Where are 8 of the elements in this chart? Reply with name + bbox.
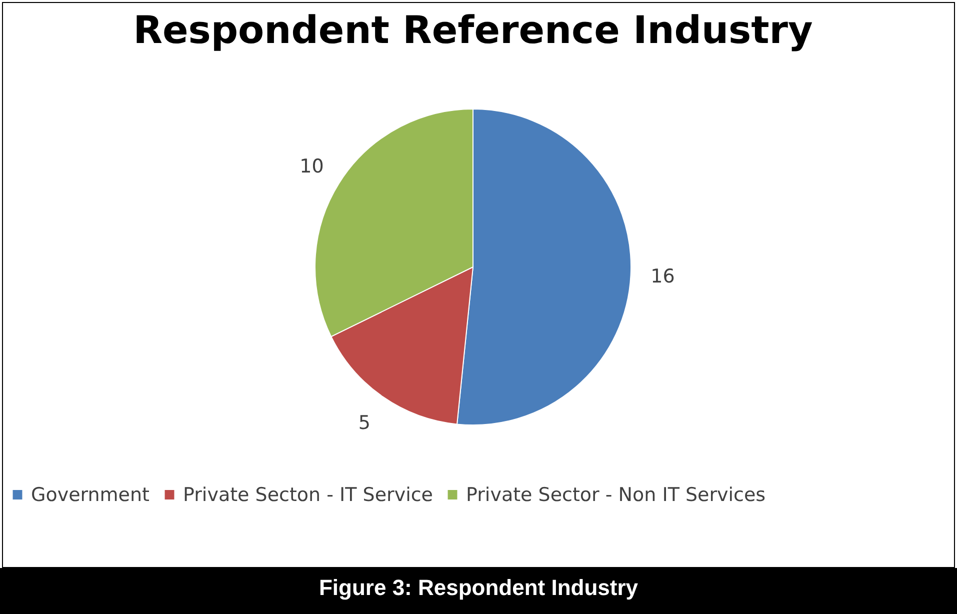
legend-label: Private Sector - Non IT Services bbox=[466, 484, 766, 506]
legend-label: Government bbox=[31, 484, 150, 506]
legend-label: Private Secton - IT Service bbox=[183, 484, 433, 506]
caption: Figure 3: Respondent Industry bbox=[0, 568, 957, 614]
data-label: 5 bbox=[358, 412, 371, 434]
data-label: 16 bbox=[650, 266, 675, 288]
chart-title: Respondent Reference Industry bbox=[133, 8, 814, 52]
data-label: 10 bbox=[300, 155, 324, 178]
